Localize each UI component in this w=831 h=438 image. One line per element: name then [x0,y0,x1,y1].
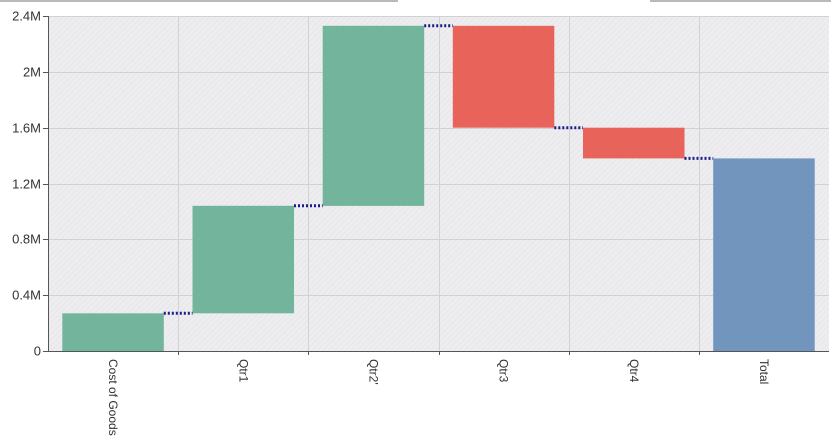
top-rule-left [0,0,398,2]
bar-qtr1 [192,205,294,314]
bar-qtr2 [322,25,425,206]
bar-cost-of-goods [62,313,164,351]
x-tick-label: Qtr1 [236,359,250,383]
x-tick-label: Qtr4 [627,359,641,383]
x-tick-label: Qtr3 [497,359,511,383]
plot-background [48,16,829,351]
grid-lines [48,16,829,351]
y-tick-label: 2.4M [12,9,41,24]
y-tick-label: 0 [34,344,41,359]
bar-qtr4 [583,127,685,159]
bar-qtr3 [452,25,555,128]
x-tick-label: Cost of Goods [106,359,120,436]
x-tick-label: Qtr2' [366,359,380,385]
y-tick-label: 1.6M [12,121,41,136]
y-tick-label: 1.2M [12,177,41,192]
bar-total [713,158,815,351]
tick-labels: 0 0.4M 0.8M 1.2M 1.6M 2M 2.4M Cost of Goods Qtr1… [12,9,771,436]
y-tick-label: 0.4M [12,288,41,303]
top-rule-right [650,0,831,2]
bars [62,25,815,351]
y-tick-label: 0.8M [12,232,41,247]
axes [43,16,829,355]
x-tick-label: Total [757,359,771,384]
connectors [163,24,714,315]
y-tick-label: 2M [23,65,41,80]
